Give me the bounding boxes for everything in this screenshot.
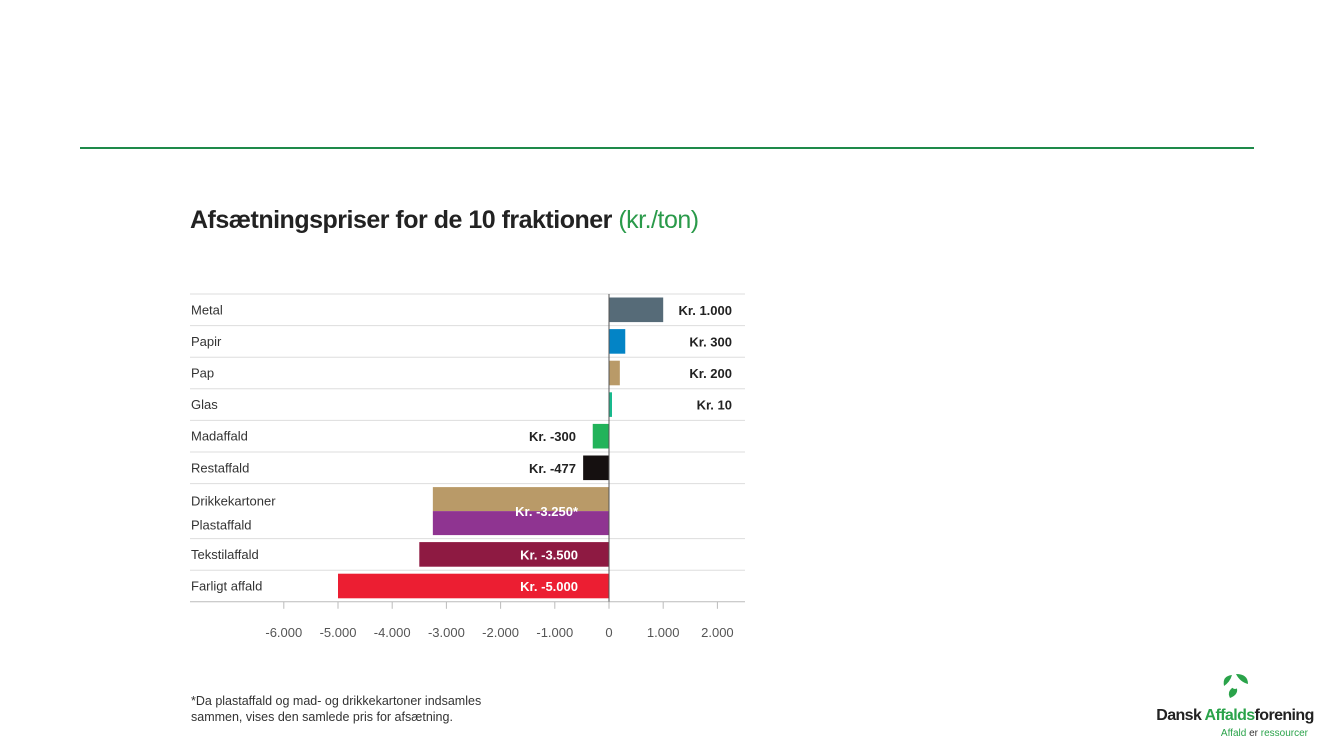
x-tick-label: 2.000 <box>701 625 734 640</box>
bar-pap <box>609 360 620 386</box>
x-tick-label: 1.000 <box>647 625 680 640</box>
logo: Dansk Affaldsforening Affald er ressourc… <box>1150 672 1320 739</box>
category-label: Farligt affald <box>191 579 262 594</box>
bar-glas <box>609 392 612 417</box>
leaf-recycle-icon <box>1223 674 1248 698</box>
data-label: Kr. -477 <box>529 461 576 476</box>
logo-name-1: Dansk <box>1156 707 1205 724</box>
logo-name-3: forening <box>1254 707 1315 724</box>
x-tick-label: -5.000 <box>320 625 357 640</box>
logo-tagline: Affald er ressourcer <box>1150 728 1320 739</box>
x-tick-label: -3.000 <box>428 625 465 640</box>
x-tick-label: -1.000 <box>536 625 573 640</box>
data-label: Kr. 10 <box>697 398 732 413</box>
bar-tekstilaffald <box>419 542 609 567</box>
header-divider <box>80 147 1254 149</box>
category-label: Tekstilaffald <box>191 547 259 562</box>
data-label: Kr. -300 <box>529 429 576 444</box>
logo-tag-3: ressourcer <box>1260 728 1308 739</box>
x-tick-label: -2.000 <box>482 625 519 640</box>
x-tick-label: -6.000 <box>265 625 302 640</box>
chart-title: Afsætningspriser for de 10 fraktioner (k… <box>190 206 699 235</box>
data-label: Kr. -3.500 <box>520 547 578 562</box>
category-label: Madaffald <box>191 429 248 444</box>
category-label: Glas <box>191 397 218 412</box>
category-label: Metal <box>191 302 223 317</box>
data-label: Kr. 200 <box>689 366 732 381</box>
category-label: Restaffald <box>191 460 249 475</box>
logo-tag-2: er <box>1249 728 1261 739</box>
bar-restaffald <box>583 455 609 481</box>
logo-name-2: Affalds <box>1204 707 1256 724</box>
chart-title-unit: (kr./ton) <box>618 206 699 234</box>
data-label: Kr. 1.000 <box>679 303 733 318</box>
bar-madaffald <box>592 423 609 449</box>
data-label: Kr. -3.250* <box>515 504 579 519</box>
footnote: *Da plastaffald og mad- og drikkekartone… <box>191 694 482 724</box>
x-tick-label: -4.000 <box>374 625 411 640</box>
bar-farligt-affald <box>338 573 609 599</box>
x-tick-label: 0 <box>605 625 612 640</box>
logo-tag-1: Affald <box>1220 728 1250 739</box>
data-label: Kr. 300 <box>689 334 732 349</box>
chart-title-text: Afsætningspriser for de 10 fraktioner <box>190 206 612 234</box>
bar-papir <box>609 329 626 354</box>
data-label: Kr. -5.000 <box>520 579 578 594</box>
bar-plastaffald <box>432 511 609 536</box>
logo-name: Dansk Affaldsforening <box>1150 707 1320 725</box>
category-label: Plastaffald <box>191 518 251 533</box>
category-label: Papir <box>191 334 222 349</box>
category-label: Pap <box>191 366 214 381</box>
bar-drikkekartoner <box>432 487 609 512</box>
category-label: Drikkekartoner <box>191 494 276 509</box>
bar-metal <box>609 297 664 323</box>
